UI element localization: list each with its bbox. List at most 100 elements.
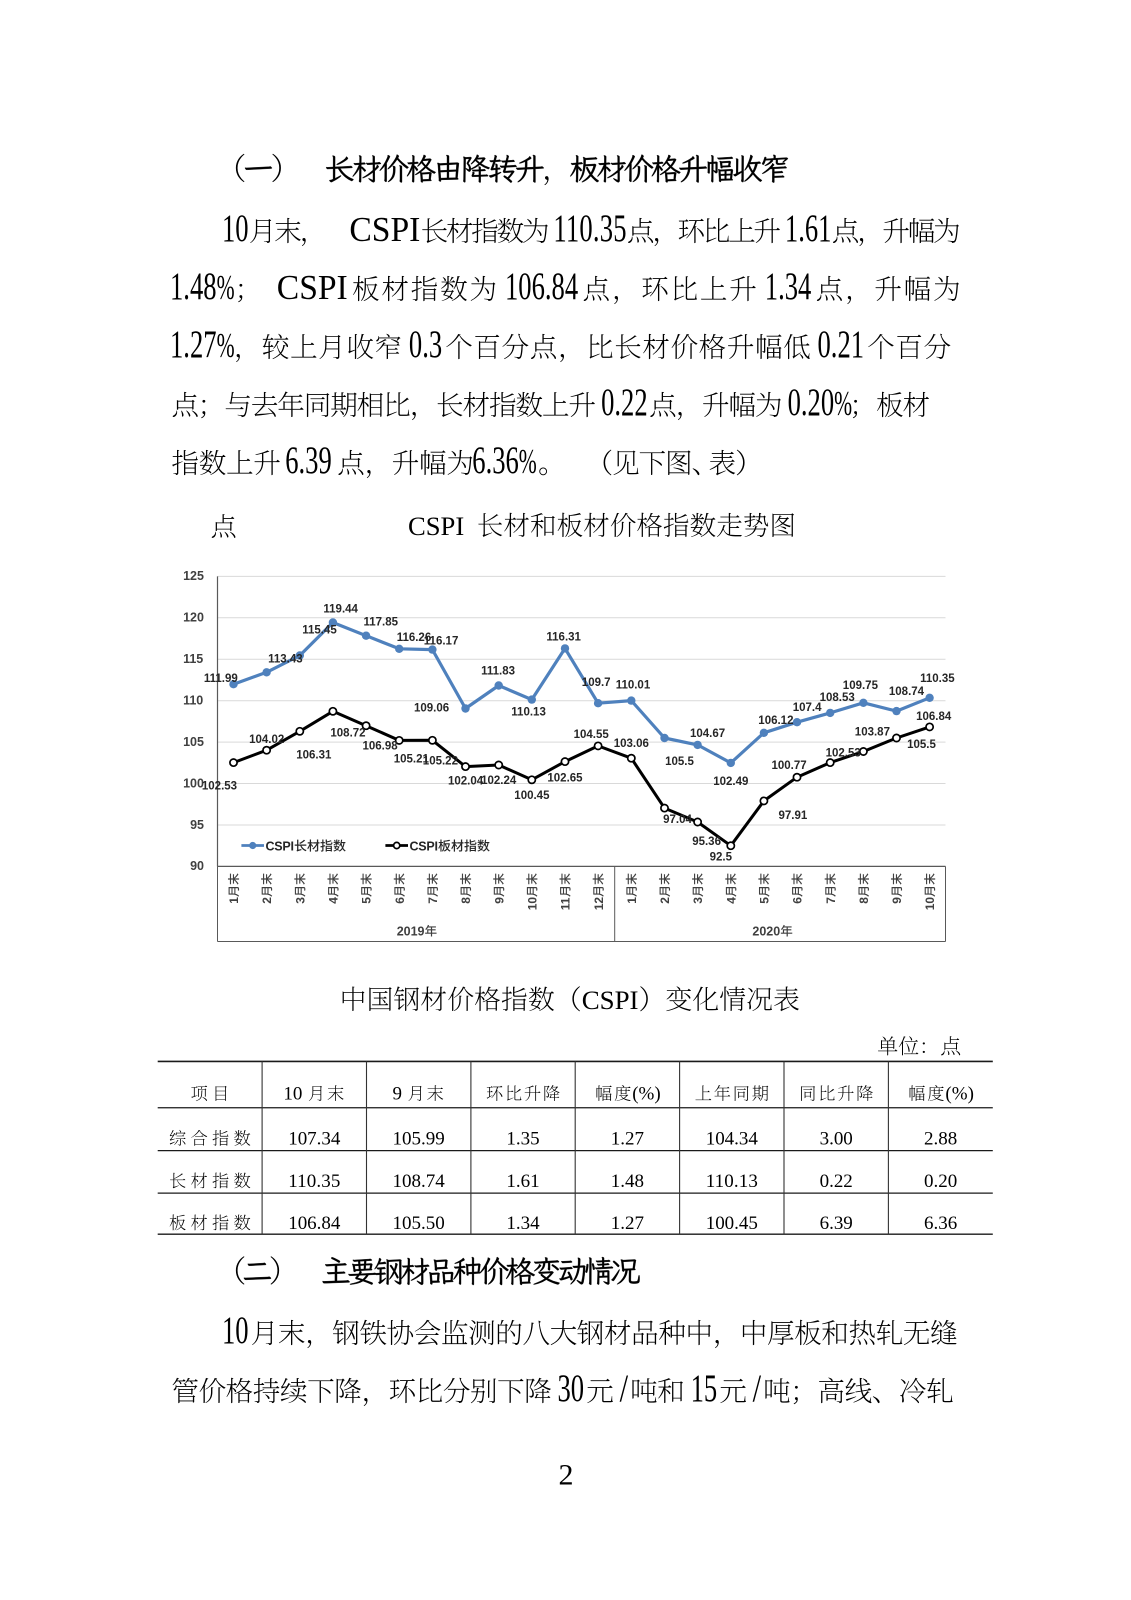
svg-text:6.39: 6.39 bbox=[285, 439, 332, 482]
svg-text:102.24: 102.24 bbox=[481, 775, 517, 787]
svg-text:105.22: 105.22 bbox=[423, 755, 458, 767]
svg-text:7: 7 bbox=[824, 897, 838, 904]
svg-text:104.67: 104.67 bbox=[690, 728, 725, 740]
svg-text:100.45: 100.45 bbox=[514, 790, 550, 802]
svg-text:95: 95 bbox=[190, 818, 204, 832]
svg-text:102.04: 102.04 bbox=[448, 776, 484, 788]
svg-text:111.99: 111.99 bbox=[204, 673, 238, 685]
svg-text:1: 1 bbox=[625, 897, 639, 904]
svg-text:4: 4 bbox=[724, 897, 738, 904]
svg-text:10: 10 bbox=[923, 897, 937, 911]
svg-text:1.35: 1.35 bbox=[506, 1129, 539, 1150]
svg-text:92.5: 92.5 bbox=[710, 852, 733, 864]
svg-text:%: % bbox=[834, 385, 852, 424]
svg-text:CSPI: CSPI bbox=[266, 840, 295, 854]
svg-text:105.50: 105.50 bbox=[393, 1213, 445, 1234]
svg-text:116.26: 116.26 bbox=[397, 632, 432, 644]
svg-text:120: 120 bbox=[183, 611, 204, 625]
svg-text:105.99: 105.99 bbox=[393, 1129, 445, 1150]
svg-text:2: 2 bbox=[559, 1459, 574, 1492]
svg-text:CSPI: CSPI bbox=[410, 840, 439, 854]
svg-text:110.13: 110.13 bbox=[511, 707, 546, 719]
svg-text:115.45: 115.45 bbox=[302, 625, 337, 637]
svg-text:100: 100 bbox=[183, 776, 204, 790]
svg-text:116.17: 116.17 bbox=[424, 636, 459, 648]
svg-text:5: 5 bbox=[360, 897, 374, 904]
svg-text:102.53: 102.53 bbox=[826, 748, 861, 760]
svg-text:(%): (%) bbox=[945, 1084, 974, 1105]
svg-text:11: 11 bbox=[559, 897, 573, 910]
svg-text:1.34: 1.34 bbox=[506, 1213, 540, 1234]
svg-text:CSPI: CSPI bbox=[582, 985, 639, 1015]
svg-text:1.48: 1.48 bbox=[611, 1171, 644, 1192]
svg-text:1.61: 1.61 bbox=[785, 207, 832, 250]
svg-text:104.55: 104.55 bbox=[574, 729, 610, 741]
svg-text:3.00: 3.00 bbox=[820, 1129, 853, 1150]
svg-text:3: 3 bbox=[691, 897, 705, 904]
svg-text:7: 7 bbox=[426, 897, 440, 904]
svg-text:108.72: 108.72 bbox=[330, 727, 365, 739]
svg-text:8: 8 bbox=[857, 897, 871, 904]
svg-text:2019: 2019 bbox=[397, 925, 425, 939]
svg-text:106.98: 106.98 bbox=[363, 741, 399, 753]
svg-text:%: % bbox=[217, 327, 235, 366]
svg-text:119.44: 119.44 bbox=[323, 604, 358, 616]
svg-text:%: % bbox=[519, 443, 537, 482]
svg-text:97.04: 97.04 bbox=[663, 814, 692, 826]
svg-text:6.39: 6.39 bbox=[820, 1213, 853, 1234]
svg-text:1: 1 bbox=[227, 897, 241, 904]
svg-text:12: 12 bbox=[592, 897, 606, 911]
svg-text:105: 105 bbox=[183, 735, 204, 749]
svg-text:90: 90 bbox=[190, 859, 204, 873]
svg-text:107.34: 107.34 bbox=[288, 1129, 341, 1150]
svg-text:0.20: 0.20 bbox=[788, 381, 835, 424]
svg-text:95.36: 95.36 bbox=[692, 836, 721, 848]
svg-text:116.31: 116.31 bbox=[546, 631, 581, 643]
svg-text:10: 10 bbox=[283, 1084, 302, 1105]
svg-text:9: 9 bbox=[492, 897, 506, 904]
svg-text:1.34: 1.34 bbox=[765, 265, 812, 308]
svg-text:5: 5 bbox=[758, 897, 772, 904]
svg-text:0.22: 0.22 bbox=[601, 381, 648, 424]
svg-text:0.20: 0.20 bbox=[924, 1171, 957, 1192]
svg-text:(%): (%) bbox=[632, 1084, 661, 1105]
svg-text:/: / bbox=[620, 1366, 629, 1410]
svg-text:6: 6 bbox=[791, 897, 805, 904]
svg-text:113.43: 113.43 bbox=[268, 653, 303, 665]
svg-text:97.91: 97.91 bbox=[779, 810, 808, 822]
svg-text:106.31: 106.31 bbox=[296, 749, 332, 761]
svg-text:103.06: 103.06 bbox=[614, 738, 649, 750]
svg-text:110.35: 110.35 bbox=[920, 673, 955, 685]
svg-text:110.13: 110.13 bbox=[706, 1171, 758, 1192]
svg-text:110.01: 110.01 bbox=[616, 680, 651, 692]
svg-text:/: / bbox=[753, 1366, 762, 1410]
svg-text:%: % bbox=[217, 269, 235, 308]
svg-text:1.27: 1.27 bbox=[170, 323, 217, 366]
svg-text:1.27: 1.27 bbox=[611, 1213, 644, 1234]
svg-text:110.35: 110.35 bbox=[553, 207, 626, 250]
svg-text:2: 2 bbox=[658, 897, 672, 904]
svg-text:100.45: 100.45 bbox=[706, 1213, 758, 1234]
svg-text:106.84: 106.84 bbox=[505, 265, 578, 308]
svg-text:6: 6 bbox=[393, 897, 407, 904]
svg-text:102.65: 102.65 bbox=[547, 773, 583, 785]
svg-text:117.85: 117.85 bbox=[364, 617, 399, 629]
svg-text:10: 10 bbox=[525, 897, 539, 911]
svg-text:15: 15 bbox=[691, 1367, 718, 1410]
svg-text:102.49: 102.49 bbox=[713, 776, 748, 788]
svg-text:1.27: 1.27 bbox=[611, 1129, 644, 1150]
svg-text:0.3: 0.3 bbox=[409, 323, 442, 366]
svg-text:115: 115 bbox=[183, 652, 203, 666]
svg-text:0.21: 0.21 bbox=[818, 323, 865, 366]
svg-text:108.74: 108.74 bbox=[889, 686, 925, 698]
svg-text:110.35: 110.35 bbox=[288, 1171, 340, 1192]
svg-text:CSPI: CSPI bbox=[349, 210, 420, 249]
svg-text:104.34: 104.34 bbox=[706, 1129, 759, 1150]
svg-text:102.53: 102.53 bbox=[202, 781, 237, 793]
svg-text:CSPI: CSPI bbox=[408, 511, 464, 541]
svg-text:2020: 2020 bbox=[752, 925, 780, 939]
svg-text:2.88: 2.88 bbox=[924, 1129, 957, 1150]
svg-text:107.4: 107.4 bbox=[793, 702, 822, 714]
svg-text:3: 3 bbox=[293, 897, 307, 904]
svg-text:109.75: 109.75 bbox=[843, 680, 879, 692]
